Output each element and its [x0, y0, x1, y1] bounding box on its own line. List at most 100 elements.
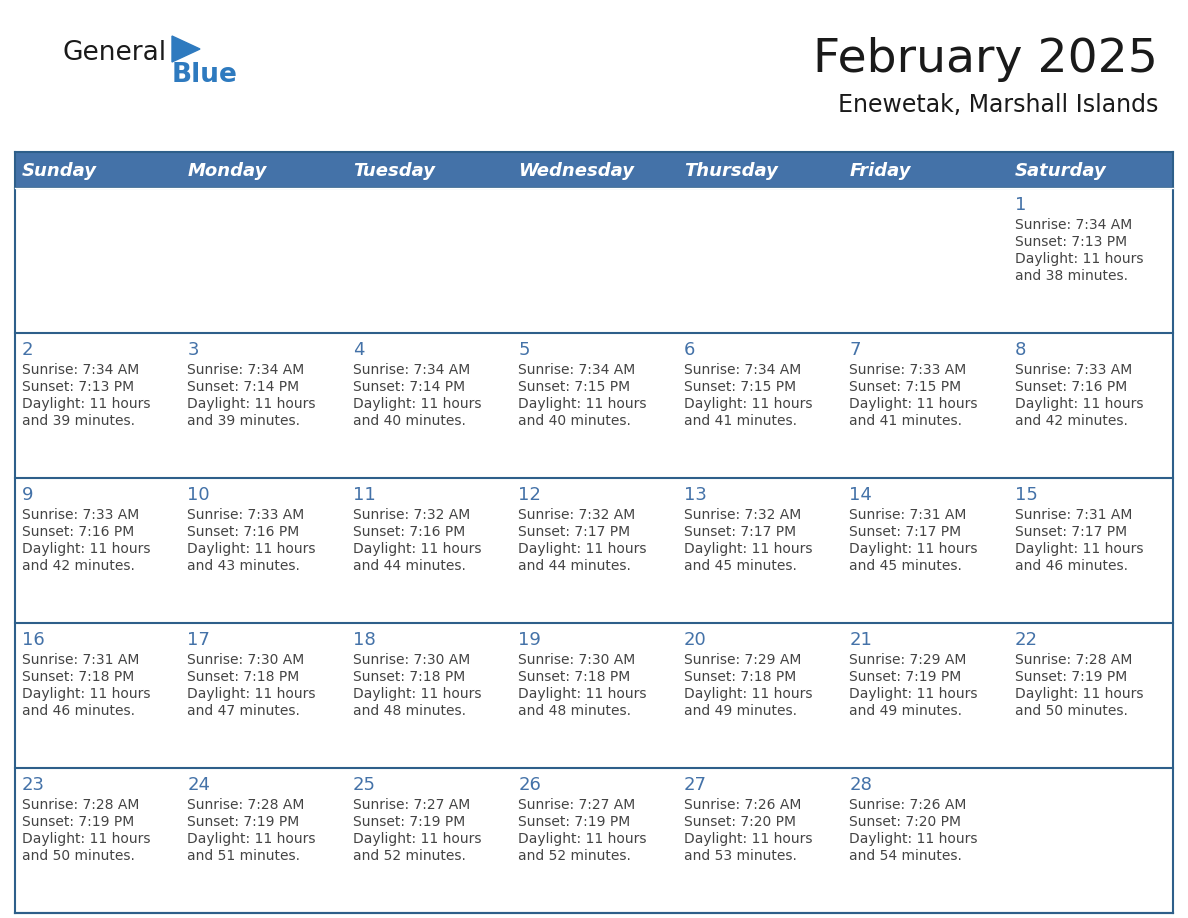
Text: Daylight: 11 hours: Daylight: 11 hours: [518, 687, 646, 701]
Text: Daylight: 11 hours: Daylight: 11 hours: [849, 397, 978, 411]
Text: Daylight: 11 hours: Daylight: 11 hours: [849, 542, 978, 556]
Text: General: General: [62, 40, 166, 66]
Text: and 41 minutes.: and 41 minutes.: [849, 414, 962, 428]
Text: February 2025: February 2025: [813, 37, 1158, 82]
Text: Sunrise: 7:26 AM: Sunrise: 7:26 AM: [684, 798, 801, 812]
Text: Daylight: 11 hours: Daylight: 11 hours: [684, 687, 813, 701]
Text: and 52 minutes.: and 52 minutes.: [518, 849, 631, 863]
Text: Sunset: 7:19 PM: Sunset: 7:19 PM: [518, 815, 631, 829]
Text: Wednesday: Wednesday: [518, 162, 634, 180]
Text: Daylight: 11 hours: Daylight: 11 hours: [684, 542, 813, 556]
Text: Sunset: 7:13 PM: Sunset: 7:13 PM: [1015, 235, 1126, 249]
Text: Sunset: 7:19 PM: Sunset: 7:19 PM: [1015, 670, 1127, 684]
Text: Sunrise: 7:30 AM: Sunrise: 7:30 AM: [188, 653, 304, 667]
Text: and 52 minutes.: and 52 minutes.: [353, 849, 466, 863]
Text: 5: 5: [518, 341, 530, 359]
Text: Sunset: 7:19 PM: Sunset: 7:19 PM: [849, 670, 961, 684]
Text: and 49 minutes.: and 49 minutes.: [849, 704, 962, 718]
Text: Sunset: 7:15 PM: Sunset: 7:15 PM: [849, 380, 961, 394]
Text: and 38 minutes.: and 38 minutes.: [1015, 269, 1127, 283]
Text: and 44 minutes.: and 44 minutes.: [353, 559, 466, 573]
Text: Sunset: 7:15 PM: Sunset: 7:15 PM: [518, 380, 631, 394]
Text: 7: 7: [849, 341, 860, 359]
Text: Sunrise: 7:33 AM: Sunrise: 7:33 AM: [849, 363, 966, 377]
Text: Sunrise: 7:34 AM: Sunrise: 7:34 AM: [684, 363, 801, 377]
Text: Daylight: 11 hours: Daylight: 11 hours: [684, 832, 813, 846]
Text: 13: 13: [684, 486, 707, 504]
Text: Sunrise: 7:30 AM: Sunrise: 7:30 AM: [518, 653, 636, 667]
Text: Sunrise: 7:28 AM: Sunrise: 7:28 AM: [23, 798, 139, 812]
Text: Sunrise: 7:28 AM: Sunrise: 7:28 AM: [188, 798, 305, 812]
Text: and 47 minutes.: and 47 minutes.: [188, 704, 301, 718]
Text: 23: 23: [23, 776, 45, 794]
Text: and 54 minutes.: and 54 minutes.: [849, 849, 962, 863]
Text: Sunrise: 7:34 AM: Sunrise: 7:34 AM: [23, 363, 139, 377]
Text: Sunset: 7:16 PM: Sunset: 7:16 PM: [188, 525, 299, 539]
Text: Sunrise: 7:33 AM: Sunrise: 7:33 AM: [23, 508, 139, 522]
Text: Sunset: 7:18 PM: Sunset: 7:18 PM: [188, 670, 299, 684]
Text: Sunset: 7:17 PM: Sunset: 7:17 PM: [849, 525, 961, 539]
Text: Sunrise: 7:32 AM: Sunrise: 7:32 AM: [518, 508, 636, 522]
Text: Sunset: 7:17 PM: Sunset: 7:17 PM: [684, 525, 796, 539]
Text: 25: 25: [353, 776, 375, 794]
Text: Sunset: 7:19 PM: Sunset: 7:19 PM: [353, 815, 466, 829]
Text: Sunset: 7:17 PM: Sunset: 7:17 PM: [1015, 525, 1126, 539]
Text: Daylight: 11 hours: Daylight: 11 hours: [23, 832, 151, 846]
Text: Sunset: 7:17 PM: Sunset: 7:17 PM: [518, 525, 631, 539]
Text: Daylight: 11 hours: Daylight: 11 hours: [518, 397, 646, 411]
Text: Daylight: 11 hours: Daylight: 11 hours: [23, 687, 151, 701]
Text: Sunset: 7:19 PM: Sunset: 7:19 PM: [188, 815, 299, 829]
Text: Daylight: 11 hours: Daylight: 11 hours: [353, 542, 481, 556]
Text: Sunset: 7:18 PM: Sunset: 7:18 PM: [518, 670, 631, 684]
Text: Daylight: 11 hours: Daylight: 11 hours: [1015, 397, 1143, 411]
Text: 28: 28: [849, 776, 872, 794]
Text: Sunset: 7:14 PM: Sunset: 7:14 PM: [353, 380, 465, 394]
Text: Sunrise: 7:33 AM: Sunrise: 7:33 AM: [1015, 363, 1132, 377]
Text: 4: 4: [353, 341, 365, 359]
Text: Sunset: 7:14 PM: Sunset: 7:14 PM: [188, 380, 299, 394]
Text: and 39 minutes.: and 39 minutes.: [23, 414, 135, 428]
Text: Sunrise: 7:30 AM: Sunrise: 7:30 AM: [353, 653, 470, 667]
Text: Sunrise: 7:31 AM: Sunrise: 7:31 AM: [1015, 508, 1132, 522]
Text: Sunrise: 7:34 AM: Sunrise: 7:34 AM: [353, 363, 470, 377]
Text: Daylight: 11 hours: Daylight: 11 hours: [188, 542, 316, 556]
Text: Sunset: 7:20 PM: Sunset: 7:20 PM: [849, 815, 961, 829]
Text: Sunrise: 7:33 AM: Sunrise: 7:33 AM: [188, 508, 304, 522]
Text: and 50 minutes.: and 50 minutes.: [23, 849, 135, 863]
Text: Sunrise: 7:28 AM: Sunrise: 7:28 AM: [1015, 653, 1132, 667]
Text: Sunday: Sunday: [23, 162, 97, 180]
Text: and 41 minutes.: and 41 minutes.: [684, 414, 797, 428]
Text: 22: 22: [1015, 631, 1037, 649]
Text: and 49 minutes.: and 49 minutes.: [684, 704, 797, 718]
Text: and 53 minutes.: and 53 minutes.: [684, 849, 797, 863]
Text: Sunrise: 7:32 AM: Sunrise: 7:32 AM: [353, 508, 470, 522]
Text: Saturday: Saturday: [1015, 162, 1106, 180]
Text: Sunrise: 7:29 AM: Sunrise: 7:29 AM: [684, 653, 801, 667]
Text: Sunrise: 7:27 AM: Sunrise: 7:27 AM: [353, 798, 470, 812]
Text: 15: 15: [1015, 486, 1037, 504]
Text: 20: 20: [684, 631, 707, 649]
Text: and 46 minutes.: and 46 minutes.: [23, 704, 135, 718]
FancyBboxPatch shape: [15, 152, 1173, 913]
FancyBboxPatch shape: [15, 152, 1173, 188]
Text: 17: 17: [188, 631, 210, 649]
Text: and 42 minutes.: and 42 minutes.: [23, 559, 135, 573]
Text: 16: 16: [23, 631, 45, 649]
Text: Sunset: 7:18 PM: Sunset: 7:18 PM: [353, 670, 466, 684]
Text: Sunset: 7:20 PM: Sunset: 7:20 PM: [684, 815, 796, 829]
Text: Daylight: 11 hours: Daylight: 11 hours: [1015, 542, 1143, 556]
Polygon shape: [172, 36, 200, 62]
Text: and 48 minutes.: and 48 minutes.: [518, 704, 631, 718]
Text: Thursday: Thursday: [684, 162, 778, 180]
Text: Sunrise: 7:34 AM: Sunrise: 7:34 AM: [518, 363, 636, 377]
Text: 12: 12: [518, 486, 542, 504]
Text: 14: 14: [849, 486, 872, 504]
Text: and 43 minutes.: and 43 minutes.: [188, 559, 301, 573]
Text: Daylight: 11 hours: Daylight: 11 hours: [1015, 687, 1143, 701]
Text: 2: 2: [23, 341, 33, 359]
Text: Daylight: 11 hours: Daylight: 11 hours: [353, 397, 481, 411]
Text: and 42 minutes.: and 42 minutes.: [1015, 414, 1127, 428]
Text: and 50 minutes.: and 50 minutes.: [1015, 704, 1127, 718]
Text: Sunrise: 7:31 AM: Sunrise: 7:31 AM: [23, 653, 139, 667]
Text: Daylight: 11 hours: Daylight: 11 hours: [353, 687, 481, 701]
